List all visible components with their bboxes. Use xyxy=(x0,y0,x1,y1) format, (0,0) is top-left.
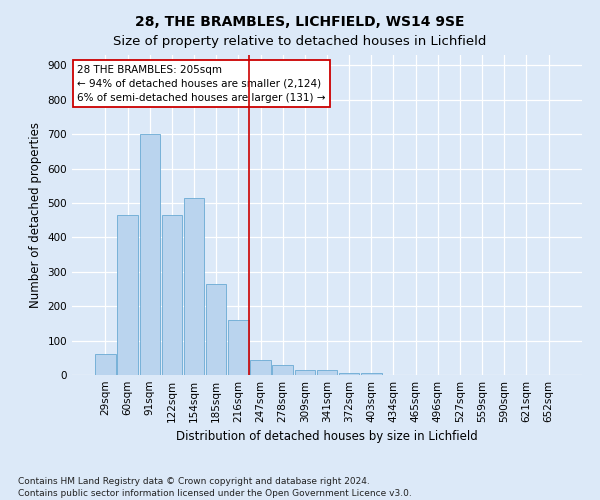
Bar xyxy=(184,198,204,375)
Text: Size of property relative to detached houses in Lichfield: Size of property relative to detached ho… xyxy=(113,35,487,48)
Bar xyxy=(206,284,226,375)
X-axis label: Distribution of detached houses by size in Lichfield: Distribution of detached houses by size … xyxy=(176,430,478,444)
Bar xyxy=(95,354,116,375)
Bar xyxy=(361,374,382,375)
Y-axis label: Number of detached properties: Number of detached properties xyxy=(29,122,42,308)
Bar xyxy=(118,215,138,375)
Bar xyxy=(250,360,271,375)
Bar xyxy=(272,364,293,375)
Bar xyxy=(228,320,248,375)
Bar xyxy=(317,370,337,375)
Text: Contains HM Land Registry data © Crown copyright and database right 2024.
Contai: Contains HM Land Registry data © Crown c… xyxy=(18,476,412,498)
Bar xyxy=(161,215,182,375)
Bar xyxy=(339,372,359,375)
Bar xyxy=(140,134,160,375)
Text: 28, THE BRAMBLES, LICHFIELD, WS14 9SE: 28, THE BRAMBLES, LICHFIELD, WS14 9SE xyxy=(135,15,465,29)
Bar xyxy=(295,370,315,375)
Text: 28 THE BRAMBLES: 205sqm
← 94% of detached houses are smaller (2,124)
6% of semi-: 28 THE BRAMBLES: 205sqm ← 94% of detache… xyxy=(77,64,326,102)
